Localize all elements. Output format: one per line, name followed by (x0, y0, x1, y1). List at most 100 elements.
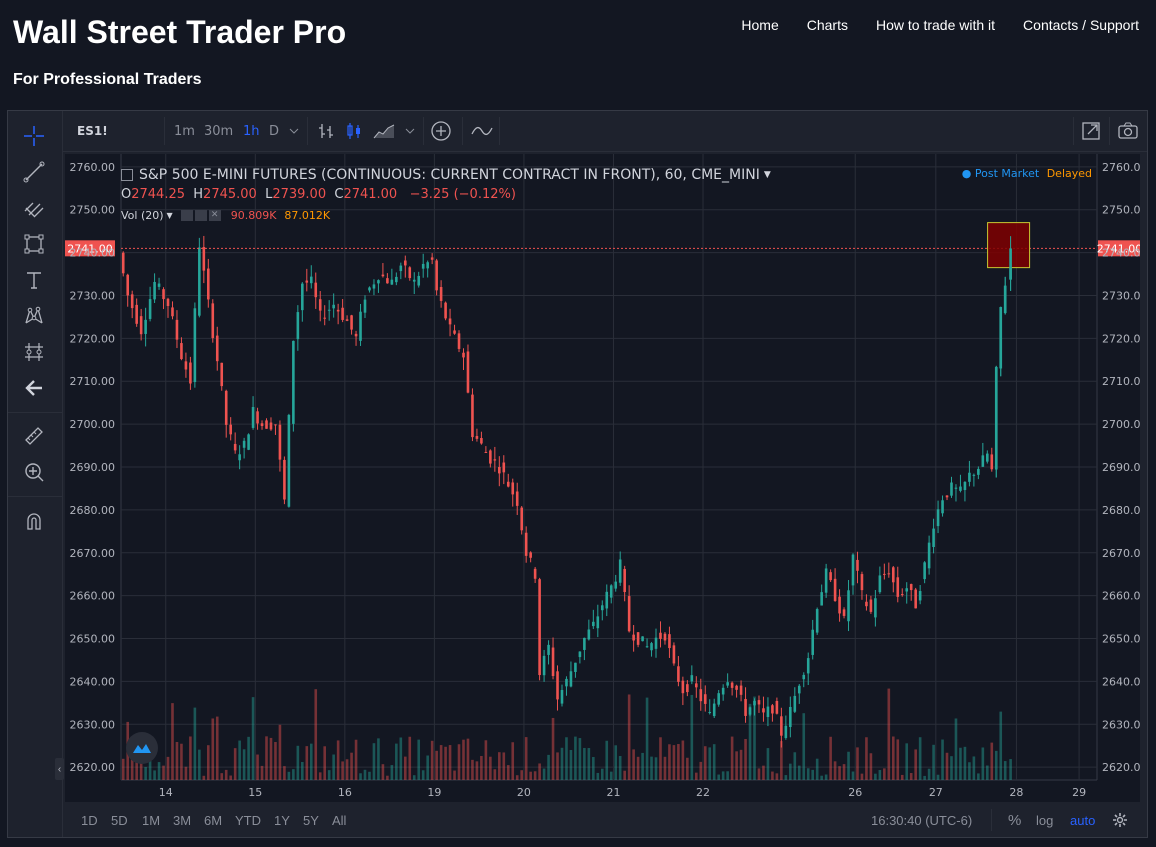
y-tick-label-left: 2720.00 (70, 332, 116, 345)
candle-body (444, 302, 447, 319)
candle-body (923, 562, 926, 580)
candle-body (874, 598, 877, 618)
volume-bar (905, 743, 909, 780)
settings-small-icon[interactable] (194, 210, 207, 221)
candle-body (448, 318, 452, 325)
candle-body (990, 454, 994, 470)
collapse-legend-icon[interactable] (121, 169, 133, 181)
visibility-icon[interactable] (180, 210, 193, 221)
measure-icon[interactable] (21, 339, 47, 365)
interval-D[interactable]: D (269, 123, 280, 139)
bars-style-icon[interactable] (317, 111, 335, 151)
pattern-icon[interactable] (21, 303, 47, 329)
back-arrow-icon[interactable] (21, 375, 47, 401)
candle-body (972, 474, 976, 476)
nav-home[interactable]: Home (741, 17, 779, 33)
volume-bar (309, 743, 313, 780)
candle-body (421, 263, 425, 269)
candle-body (780, 716, 783, 736)
candle-body (184, 361, 188, 370)
interval-1m[interactable]: 1m (174, 123, 195, 139)
nav-contacts-support[interactable]: Contacts / Support (1023, 17, 1139, 33)
settings-gear-icon[interactable] (1112, 803, 1128, 837)
ruler-icon[interactable] (21, 423, 47, 449)
candle-body (242, 440, 246, 448)
volume-bar (865, 737, 868, 780)
volume-bar (502, 752, 506, 780)
volume-bar (390, 765, 394, 780)
candle-body (520, 507, 523, 531)
remove-icon[interactable]: ✕ (208, 210, 221, 221)
camera-icon[interactable] (1117, 111, 1139, 151)
auto-scale-toggle[interactable]: auto (1070, 812, 1096, 828)
nav-how-to-trade[interactable]: How to trade with it (875, 17, 996, 33)
candle-body (941, 500, 944, 514)
rectangle-icon[interactable] (21, 231, 47, 257)
trend-line-icon[interactable] (21, 159, 47, 185)
range-5Y[interactable]: 5Y (303, 812, 319, 828)
clock[interactable]: 16:30:40 (UTC-6) (871, 812, 973, 828)
tradingview-logo-icon[interactable] (126, 732, 158, 764)
volume-bar (489, 756, 492, 780)
range-6M[interactable]: 6M (204, 812, 223, 828)
volume-bar (587, 748, 591, 780)
compare-icon[interactable] (471, 111, 493, 151)
range-All[interactable]: All (332, 812, 347, 828)
volume-bar (498, 752, 501, 780)
symbol-search[interactable]: ES1! (77, 124, 108, 138)
range-1D[interactable]: 1D (81, 812, 98, 828)
candle-body (856, 559, 859, 571)
site-subtitle: For Professional Traders (13, 71, 202, 88)
high-value: 2745.00 (203, 187, 257, 202)
interval-1h[interactable]: 1h (243, 123, 260, 139)
candle-body (726, 682, 729, 686)
volume-bar (609, 771, 613, 780)
y-tick-label-right: 2650.00 (1102, 633, 1140, 646)
range-YTD[interactable]: YTD (235, 812, 261, 828)
candle-body (260, 423, 264, 426)
x-tick-label: 21 (606, 786, 620, 799)
zoom-in-icon[interactable] (21, 459, 47, 485)
collapse-toolbar-icon[interactable]: ‹ (55, 758, 64, 780)
candle-body (538, 579, 541, 676)
crosshair-icon[interactable] (21, 123, 47, 149)
pitchfork-icon[interactable] (21, 195, 47, 221)
range-3M[interactable]: 3M (173, 812, 192, 828)
legend-dropdown-icon[interactable]: ▼ (763, 170, 771, 180)
volume-legend: Vol (20) ▼ ✕ 90.809K 87.012K (121, 209, 330, 222)
percent-scale-toggle[interactable]: % (1008, 811, 1022, 829)
volume-bar (690, 694, 694, 780)
volume-bar (900, 774, 904, 780)
y-tick-label-left: 2680.00 (70, 504, 116, 517)
candle-body (609, 585, 613, 598)
candle-body (797, 685, 801, 694)
log-scale-toggle[interactable]: log (1036, 812, 1054, 828)
price-chart[interactable]: 2741.00 2741.00 2760.00 2760.00 2750.00 2750… (65, 154, 1140, 802)
nav-charts[interactable]: Charts (806, 17, 848, 33)
candle-body (309, 276, 313, 284)
style-dropdown-icon[interactable] (405, 111, 415, 151)
add-indicator-icon[interactable] (430, 111, 452, 151)
interval-dropdown-icon[interactable] (289, 111, 299, 151)
range-5D[interactable]: 5D (111, 812, 128, 828)
candles-style-icon[interactable] (345, 111, 363, 151)
chart-pane[interactable]: 2741.00 2741.00 2760.00 2760.00 2750.00 2750… (65, 154, 1140, 802)
volume-bar (972, 756, 976, 780)
text-icon[interactable] (21, 267, 47, 293)
candle-body (614, 581, 618, 589)
popout-icon[interactable] (1081, 111, 1101, 151)
candle-body (672, 645, 676, 664)
volume-bar (260, 765, 264, 780)
candle-body (712, 703, 716, 717)
volume-bar (283, 766, 286, 780)
candle-body (1009, 248, 1012, 280)
magnet-icon[interactable] (21, 509, 47, 535)
volume-dropdown-icon[interactable]: ▼ (166, 211, 173, 220)
area-style-icon[interactable] (373, 111, 395, 151)
range-1M[interactable]: 1M (142, 812, 161, 828)
volume-bar (748, 703, 752, 780)
range-1Y[interactable]: 1Y (274, 812, 290, 828)
volume-bar (802, 713, 806, 780)
interval-30m[interactable]: 30m (204, 123, 234, 139)
candle-body (954, 487, 958, 489)
